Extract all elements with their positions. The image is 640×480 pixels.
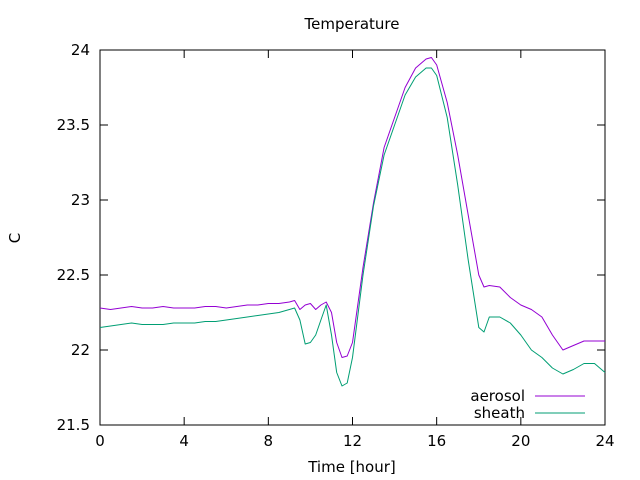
series-line-sheath: [99, 67, 606, 387]
series-layer: [99, 57, 606, 387]
y-tick-label: 23: [71, 191, 90, 209]
y-tick-label: 22.5: [57, 266, 90, 284]
legend-label-aerosol: aerosol: [470, 387, 525, 405]
axis-ticks: 0 4 8 12 16 20 24 21.5 22 22.5 23 23.5 24: [57, 41, 615, 450]
plot-frame: [99, 49, 606, 426]
legend-label-sheath: sheath: [474, 404, 525, 422]
y-tick-label: 23.5: [57, 116, 90, 134]
x-tick-label: 16: [427, 432, 446, 450]
x-tick-label: 20: [511, 432, 530, 450]
y-tick-label: 21.5: [57, 416, 90, 434]
x-tick-label: 4: [179, 432, 189, 450]
x-tick-label: 24: [595, 432, 614, 450]
chart-title: Temperature: [303, 15, 399, 33]
legend: aerosol sheath: [470, 387, 585, 422]
y-axis-label: C: [6, 233, 24, 243]
y-tick-label: 22: [71, 341, 90, 359]
x-tick-label: 12: [343, 432, 362, 450]
x-tick-label: 0: [95, 432, 105, 450]
x-tick-label: 8: [264, 432, 274, 450]
y-tick-label: 24: [71, 41, 90, 59]
x-axis-label: Time [hour]: [307, 458, 396, 476]
series-line-aerosol: [99, 57, 605, 358]
